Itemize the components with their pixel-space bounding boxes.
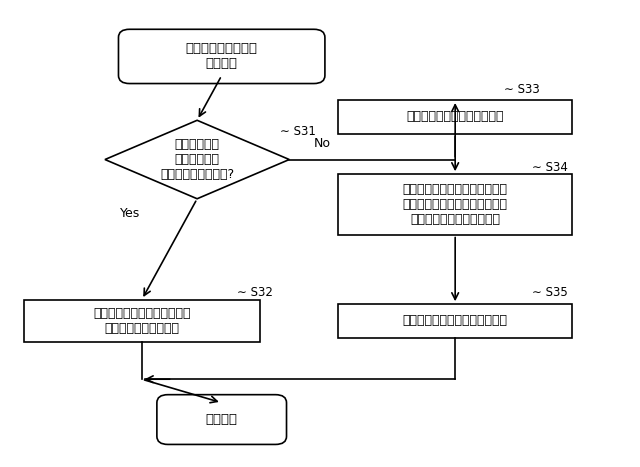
Text: No: No — [314, 137, 331, 150]
Text: 取得した値、前後キーフレーム
までの距離を用いて、追加輪郭
線の各ポイント位置を計算: 取得した値、前後キーフレーム までの距離を用いて、追加輪郭 線の各ポイント位置を… — [403, 183, 508, 226]
Text: 記憶されている追加輪郭線の
各ポイント位置を返す: 記憶されている追加輪郭線の 各ポイント位置を返す — [93, 307, 191, 335]
Text: 現フレームが
追加輪郭線の
キーフレームである?: 現フレームが 追加輪郭線の キーフレームである? — [160, 138, 234, 181]
Text: ∼ S33: ∼ S33 — [504, 83, 540, 96]
Bar — [339, 100, 572, 134]
Text: ∼ S31: ∼ S31 — [280, 125, 316, 138]
Text: 計算した各ポイント位置を返す: 計算した各ポイント位置を返す — [403, 314, 508, 327]
Text: ∼ S35: ∼ S35 — [532, 286, 568, 299]
Bar — [339, 174, 572, 234]
Text: 追加輪郭線取得処理
スタート: 追加輪郭線取得処理 スタート — [186, 42, 258, 71]
FancyBboxPatch shape — [157, 395, 287, 445]
Bar — [339, 304, 572, 338]
Polygon shape — [105, 120, 289, 199]
Bar — [24, 300, 260, 342]
Text: Yes: Yes — [120, 207, 141, 220]
Text: リターン: リターン — [205, 413, 237, 426]
FancyBboxPatch shape — [118, 29, 325, 84]
Text: 前後キーフレームの値を取得: 前後キーフレームの値を取得 — [406, 110, 504, 123]
Text: ∼ S34: ∼ S34 — [532, 161, 568, 174]
Text: ∼ S32: ∼ S32 — [237, 286, 273, 299]
